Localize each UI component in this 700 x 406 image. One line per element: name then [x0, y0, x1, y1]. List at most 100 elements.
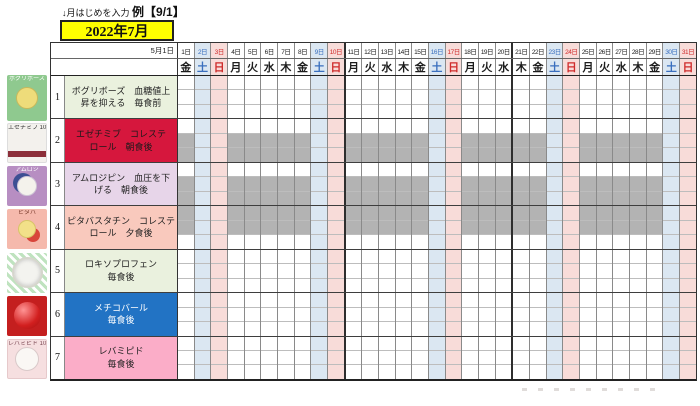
dose-subcell[interactable] — [228, 293, 244, 306]
dose-subcell[interactable] — [412, 364, 429, 378]
dose-subcell[interactable] — [278, 234, 294, 248]
dose-subcell[interactable] — [630, 132, 646, 148]
dose-subcell[interactable] — [563, 190, 580, 205]
day-cell[interactable] — [679, 206, 696, 249]
dose-subcell[interactable] — [663, 219, 680, 234]
dose-subcell[interactable] — [663, 337, 679, 350]
day-cell[interactable] — [260, 206, 278, 249]
dose-subcell[interactable] — [513, 190, 530, 206]
day-cell[interactable] — [595, 206, 613, 249]
day-cell[interactable] — [411, 119, 429, 162]
day-cell[interactable] — [394, 162, 412, 206]
day-cell[interactable] — [361, 76, 379, 119]
dose-subcell[interactable] — [513, 277, 530, 292]
dose-subcell[interactable] — [613, 277, 630, 292]
dose-subcell[interactable] — [630, 206, 646, 220]
dose-subcell[interactable] — [278, 103, 294, 118]
day-cell[interactable] — [545, 336, 563, 379]
dose-subcell[interactable] — [630, 190, 646, 206]
dose-subcell[interactable] — [194, 132, 211, 147]
day-cell[interactable] — [579, 249, 596, 293]
dose-subcell[interactable] — [261, 250, 277, 263]
dose-subcell[interactable] — [228, 364, 244, 378]
dose-subcell[interactable] — [597, 250, 613, 263]
day-cell[interactable] — [478, 336, 495, 379]
dose-subcell[interactable] — [362, 147, 379, 162]
dose-subcell[interactable] — [563, 176, 580, 190]
day-cell[interactable] — [612, 336, 630, 379]
dose-subcell[interactable] — [362, 277, 379, 292]
dose-subcell[interactable] — [178, 147, 194, 162]
dose-subcell[interactable] — [295, 293, 311, 306]
dose-subcell[interactable] — [513, 337, 529, 350]
day-cell[interactable] — [210, 162, 228, 206]
day-cell[interactable] — [579, 162, 596, 206]
day-cell[interactable] — [612, 249, 630, 293]
dose-subcell[interactable] — [530, 306, 546, 321]
dose-subcell[interactable] — [178, 103, 194, 118]
day-cell[interactable] — [243, 206, 261, 249]
dose-subcell[interactable] — [563, 89, 580, 103]
dose-subcell[interactable] — [663, 147, 680, 161]
dose-subcell[interactable] — [261, 103, 278, 118]
dose-subcell[interactable] — [379, 293, 395, 306]
dose-subcell[interactable] — [445, 103, 462, 118]
dose-subcell[interactable] — [328, 293, 344, 306]
day-cell[interactable] — [511, 336, 530, 379]
day-cell[interactable] — [210, 293, 228, 336]
dose-subcell[interactable] — [663, 350, 680, 364]
dose-subcell[interactable] — [379, 306, 395, 321]
dose-subcell[interactable] — [362, 306, 379, 321]
dose-subcell[interactable] — [596, 147, 613, 162]
dose-subcell[interactable] — [362, 234, 379, 248]
dose-subcell[interactable] — [663, 89, 680, 103]
day-cell[interactable] — [579, 76, 596, 119]
day-cell[interactable] — [595, 119, 613, 162]
dose-subcell[interactable] — [345, 364, 362, 378]
dose-subcell[interactable] — [513, 234, 530, 248]
dose-subcell[interactable] — [495, 219, 512, 235]
day-cell[interactable] — [210, 249, 228, 293]
dose-subcell[interactable] — [178, 119, 194, 132]
day-cell[interactable] — [545, 293, 563, 336]
dose-subcell[interactable] — [346, 76, 362, 89]
dose-subcell[interactable] — [396, 293, 412, 306]
dose-subcell[interactable] — [295, 163, 311, 176]
day-cell[interactable] — [444, 76, 462, 119]
dose-subcell[interactable] — [412, 350, 429, 364]
dose-subcell[interactable] — [328, 147, 344, 161]
dose-subcell[interactable] — [546, 103, 563, 118]
dose-subcell[interactable] — [445, 219, 462, 234]
dose-subcell[interactable] — [211, 132, 228, 147]
day-cell[interactable] — [210, 119, 228, 162]
dose-subcell[interactable] — [311, 176, 328, 190]
dose-subcell[interactable] — [647, 337, 663, 350]
dose-subcell[interactable] — [228, 103, 244, 118]
dose-subcell[interactable] — [346, 250, 362, 263]
dose-subcell[interactable] — [563, 306, 580, 321]
dose-subcell[interactable] — [613, 190, 630, 206]
dose-subcell[interactable] — [294, 89, 311, 103]
day-cell[interactable] — [629, 336, 646, 379]
dose-subcell[interactable] — [613, 234, 630, 248]
dose-subcell[interactable] — [429, 219, 445, 234]
dose-subcell[interactable] — [530, 147, 546, 162]
day-cell[interactable] — [428, 76, 445, 119]
dose-subcell[interactable] — [178, 277, 194, 292]
dose-subcell[interactable] — [479, 206, 495, 220]
dose-subcell[interactable] — [496, 337, 512, 350]
dose-subcell[interactable] — [412, 306, 429, 321]
day-cell[interactable] — [478, 206, 495, 249]
day-cell[interactable] — [579, 206, 596, 249]
dose-subcell[interactable] — [178, 293, 194, 306]
dose-subcell[interactable] — [479, 350, 495, 364]
dose-subcell[interactable] — [412, 277, 429, 292]
dose-subcell[interactable] — [412, 206, 429, 220]
day-cell[interactable] — [478, 119, 495, 162]
dose-subcell[interactable] — [211, 89, 228, 103]
dose-subcell[interactable] — [278, 89, 294, 103]
day-cell[interactable] — [193, 336, 211, 379]
dose-subcell[interactable] — [396, 119, 412, 132]
dose-subcell[interactable] — [261, 219, 278, 235]
day-cell[interactable] — [260, 162, 278, 206]
